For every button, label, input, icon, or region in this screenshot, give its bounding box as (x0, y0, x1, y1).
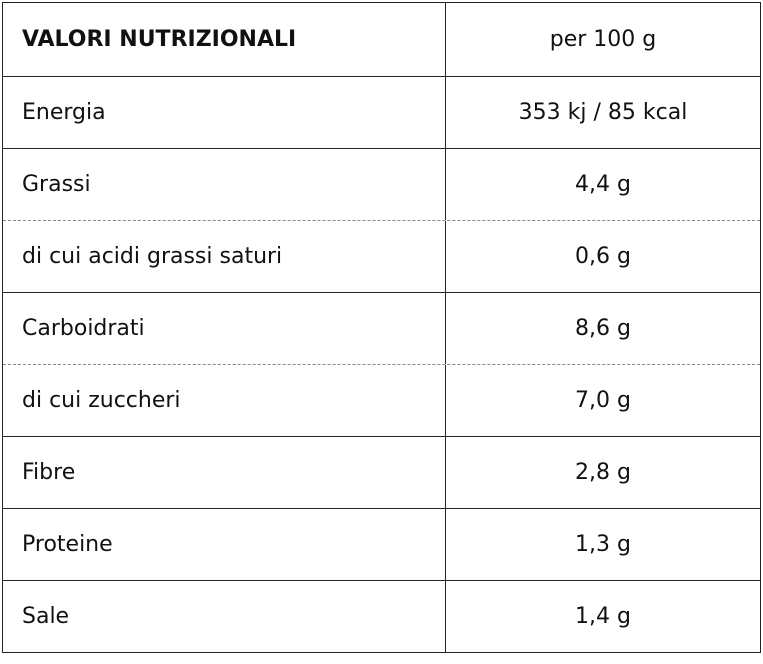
label-cell: Energia (3, 77, 446, 148)
value-cell: 1,3 g (575, 532, 631, 557)
label-cell: di cui acidi grassi saturi (3, 221, 446, 292)
table-row: Proteine 1,3 g (3, 508, 760, 580)
value-cell: 4,4 g (575, 172, 631, 197)
table-row: di cui acidi grassi saturi 0,6 g (3, 220, 760, 292)
label-cell: Carboidrati (3, 293, 446, 364)
table-row: Carboidrati 8,6 g (3, 292, 760, 364)
table-row: Fibre 2,8 g (3, 436, 760, 508)
label-cell: Grassi (3, 149, 446, 220)
value-cell: 1,4 g (575, 604, 631, 629)
table-row: Grassi 4,4 g (3, 148, 760, 220)
header-row: VALORI NUTRIZIONALI per 100 g (3, 3, 760, 76)
label-cell: Proteine (3, 509, 446, 580)
value-cell: 2,8 g (575, 460, 631, 485)
label-cell: di cui zuccheri (3, 365, 446, 436)
nutrition-table: VALORI NUTRIZIONALI per 100 g Energia 353… (2, 2, 761, 653)
value-cell: 8,6 g (575, 316, 631, 341)
value-cell: 0,6 g (575, 244, 631, 269)
label-cell: Fibre (3, 437, 446, 508)
table-row: Sale 1,4 g (3, 580, 760, 652)
value-cell: 7,0 g (575, 388, 631, 413)
header-cell: per 100 g (549, 27, 657, 52)
value-cell: 353 kj / 85 kcal (518, 100, 688, 125)
header-cell: VALORI NUTRIZIONALI (3, 3, 446, 76)
table-row: Energia 353 kj / 85 kcal (3, 76, 760, 148)
table-row: di cui zuccheri 7,0 g (3, 364, 760, 436)
label-cell: Sale (3, 581, 446, 652)
